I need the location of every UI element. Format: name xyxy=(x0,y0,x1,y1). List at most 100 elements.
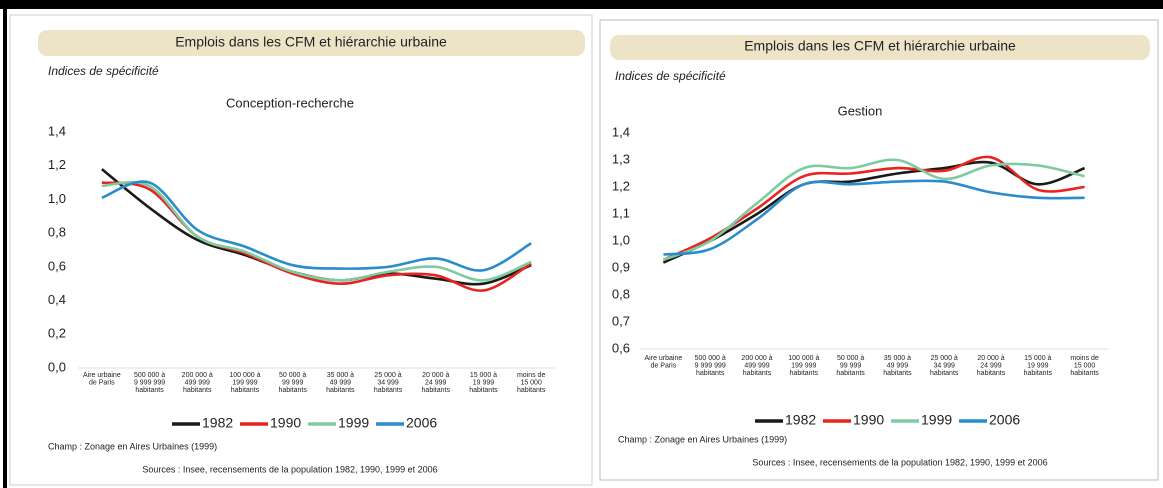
source: Sources : Insee, recensements de la popu… xyxy=(142,464,437,474)
champ: Champ : Zonage en Aires Urbaines (1999) xyxy=(48,441,217,451)
legend-label: 1982 xyxy=(785,412,816,428)
left-bar xyxy=(3,9,7,488)
x-tick-line: 19 999 xyxy=(1027,362,1049,369)
subtitle: Gestion xyxy=(838,103,883,118)
x-tick-line: 35 000 à xyxy=(884,355,911,362)
x-tick-line: 9 999 999 xyxy=(695,362,726,369)
x-tick-line: 25 000 à xyxy=(374,372,401,379)
x-tick-line: habitants xyxy=(422,387,451,394)
y-tick-label: 1,0 xyxy=(612,232,630,247)
y-tick-label: 1,2 xyxy=(48,157,66,172)
x-tick-label: 200 000 à 499 999 habitants xyxy=(741,355,772,377)
legend-label: 2006 xyxy=(989,412,1020,428)
x-tick-line: 199 999 xyxy=(791,362,816,369)
x-tick-line: 100 000 à xyxy=(229,372,260,379)
x-tick-line: 24 999 xyxy=(980,362,1002,369)
x-tick-line: 9 999 999 xyxy=(134,379,165,386)
x-tick-line: habitants xyxy=(278,387,307,394)
note: Indices de spécificité xyxy=(615,69,726,83)
x-tick-label: moins de 15 000 habitants xyxy=(517,372,546,394)
y-tick-label: 0,8 xyxy=(48,225,66,240)
note: Indices de spécificité xyxy=(48,64,159,78)
x-tick-line: 499 999 xyxy=(744,362,769,369)
x-tick-line: habitants xyxy=(930,370,959,377)
x-tick-line: Aire urbaine xyxy=(83,372,121,379)
legend-label: 1990 xyxy=(270,415,301,431)
legend-label: 1990 xyxy=(853,412,884,428)
x-tick-line: 15 000 à xyxy=(1024,355,1051,362)
x-tick-line: 500 000 à xyxy=(695,355,726,362)
legend-label: 1999 xyxy=(921,412,952,428)
y-tick-label: 1,2 xyxy=(612,178,630,193)
x-tick-label: Aire urbaine de Paris xyxy=(645,355,683,370)
x-tick-line: habitants xyxy=(231,387,260,394)
x-tick-label: 100 000 à 199 999 habitants xyxy=(229,372,260,394)
x-tick-line: moins de xyxy=(1070,355,1099,362)
x-tick-label: 35 000 à 49 999 habitants xyxy=(326,372,355,394)
x-tick-label: 20 000 à 24 999 habitants xyxy=(422,372,451,394)
x-tick-line: habitants xyxy=(374,387,403,394)
chart-title: Emplois dans les CFM et hiérarchie urbai… xyxy=(744,38,1016,54)
x-tick-line: 19 999 xyxy=(473,379,495,386)
series-line xyxy=(101,180,532,272)
x-tick-line: 35 000 à xyxy=(327,372,354,379)
y-tick-label: 0,8 xyxy=(612,286,630,301)
x-tick-line: Aire urbaine xyxy=(645,355,683,362)
x-tick-line: habitants xyxy=(183,387,212,394)
source: Sources : Insee, recensements de la popu… xyxy=(752,457,1047,467)
y-tick-label: 0,0 xyxy=(48,359,66,374)
x-tick-label: 20 000 à 24 999 habitants xyxy=(977,355,1006,377)
x-tick-line: 15 000 à xyxy=(470,372,497,379)
legend-label: 2006 xyxy=(406,415,437,431)
chart-title: Emplois dans les CFM et hiérarchie urbai… xyxy=(175,34,447,50)
x-tick-label: 100 000 à 199 999 habitants xyxy=(788,355,819,377)
x-tick-line: 20 000 à xyxy=(977,355,1004,362)
legend-label: 1999 xyxy=(338,415,369,431)
series-line xyxy=(662,158,1085,262)
x-tick-label: 25 000 à 34 999 habitants xyxy=(930,355,959,377)
x-tick-line: 100 000 à xyxy=(788,355,819,362)
x-tick-label: 50 000 à 99 999 habitants xyxy=(278,372,307,394)
x-tick-line: 34 999 xyxy=(933,362,955,369)
x-tick-line: habitants xyxy=(743,370,772,377)
y-tick-label: 0,2 xyxy=(48,326,66,341)
x-tick-line: 25 000 à xyxy=(931,355,958,362)
x-tick-line: 15 000 xyxy=(520,379,542,386)
x-tick-line: habitants xyxy=(696,370,725,377)
y-tick-label: 0,6 xyxy=(612,340,630,355)
y-tick-label: 1,4 xyxy=(612,124,630,139)
x-tick-line: habitants xyxy=(517,387,546,394)
x-tick-line: 34 999 xyxy=(377,379,399,386)
x-tick-line: 50 000 à xyxy=(837,355,864,362)
x-tick-line: de Paris xyxy=(89,379,115,386)
x-tick-line: habitants xyxy=(790,370,819,377)
x-tick-line: habitants xyxy=(883,370,912,377)
y-tick-label: 0,4 xyxy=(48,292,66,307)
x-tick-label: 50 000 à 99 999 habitants xyxy=(836,355,865,377)
title-box xyxy=(610,35,1150,60)
x-tick-line: 49 999 xyxy=(330,379,352,386)
series-line xyxy=(101,180,532,282)
x-tick-label: 35 000 à 49 999 habitants xyxy=(883,355,912,377)
x-tick-line: 24 999 xyxy=(425,379,447,386)
legend-label: 1982 xyxy=(202,415,233,431)
panel xyxy=(9,14,593,486)
series-line xyxy=(101,181,532,292)
champ: Champ : Zonage en Aires Urbaines (1999) xyxy=(618,434,787,444)
x-tick-line: 499 999 xyxy=(185,379,210,386)
x-tick-line: 99 999 xyxy=(282,379,304,386)
x-tick-label: 200 000 à 499 999 habitants xyxy=(182,372,213,394)
x-tick-label: moins de 15 000 habitants xyxy=(1070,355,1099,377)
y-tick-label: 1,1 xyxy=(612,205,630,220)
y-tick-label: 0,9 xyxy=(612,259,630,274)
x-tick-line: habitants xyxy=(977,370,1006,377)
x-tick-line: habitants xyxy=(135,387,164,394)
x-tick-line: 99 999 xyxy=(840,362,862,369)
y-tick-label: 0,6 xyxy=(48,258,66,273)
title-box xyxy=(38,30,585,56)
x-tick-line: habitants xyxy=(469,387,498,394)
top-bar xyxy=(0,0,1163,9)
x-tick-line: habitants xyxy=(1024,370,1053,377)
